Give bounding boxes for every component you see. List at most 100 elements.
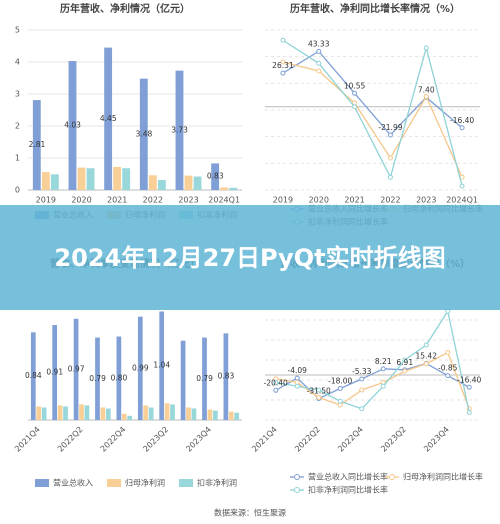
y-tick-label: 0 <box>15 186 20 195</box>
legend-label: 归母净利润同比增长率 <box>403 472 483 482</box>
bar <box>50 174 59 190</box>
bar <box>180 340 186 420</box>
point <box>466 384 472 390</box>
point <box>423 94 429 100</box>
x-tick-label: 2021Q4 <box>250 425 279 454</box>
point <box>380 366 386 372</box>
value-label: 0.91 <box>46 368 63 377</box>
value-label: -18.00 <box>328 377 352 386</box>
bar <box>164 403 170 420</box>
bar <box>63 406 68 420</box>
value-label: 0.79 <box>196 374 213 383</box>
value-label: 1.04 <box>153 361 170 370</box>
bar <box>137 316 143 420</box>
value-label: 8.21 <box>375 357 392 366</box>
point <box>387 132 393 138</box>
point <box>280 70 286 76</box>
point <box>273 380 279 385</box>
bar <box>212 410 218 420</box>
value-label: 0.84 <box>25 371 42 380</box>
x-tick-label: 2023Q2 <box>379 425 408 454</box>
bar <box>30 332 36 420</box>
bar <box>52 325 58 420</box>
bar <box>229 187 238 190</box>
value-label: 2.81 <box>29 140 46 149</box>
point <box>402 357 408 363</box>
point <box>316 68 322 74</box>
bar <box>100 407 106 420</box>
x-tick-label: 2022Q2 <box>293 425 322 454</box>
y-tick-label: 5 <box>15 26 20 35</box>
x-tick-label: 2023 <box>416 196 436 205</box>
value-label: 0.80 <box>111 373 128 382</box>
point <box>380 383 386 389</box>
value-label: 15.42 <box>416 351 438 360</box>
bar <box>36 406 42 420</box>
source: 数据来源：恒生聚源 <box>214 508 286 518</box>
legend-label: 扣非净利润同比增长率 <box>308 485 388 495</box>
bar <box>116 336 122 420</box>
bar <box>211 163 220 190</box>
value-label: 0.99 <box>132 363 149 372</box>
line <box>275 351 470 409</box>
bar <box>121 413 127 420</box>
legend-label: 营业总收入同比增长率 <box>308 472 388 482</box>
point <box>352 104 358 110</box>
bar <box>148 407 154 420</box>
line <box>282 50 463 136</box>
bar <box>159 311 165 420</box>
point <box>445 350 451 355</box>
x-tick-label: 2024Q1 <box>208 196 240 205</box>
point <box>316 387 322 393</box>
value-label: -31.50 <box>307 387 331 396</box>
point <box>273 387 279 393</box>
value-label: 4.45 <box>100 114 117 123</box>
line <box>275 309 470 413</box>
x-tick-label: 2023Q4 <box>422 425 451 454</box>
point <box>280 37 286 43</box>
line <box>282 39 463 187</box>
y-tick-label: 1 <box>15 154 20 163</box>
bar <box>127 415 133 420</box>
x-tick-label: 2021 <box>107 196 127 205</box>
legend-swatch <box>35 479 49 487</box>
value-label: -5.33 <box>352 367 372 376</box>
bar <box>148 175 157 190</box>
bar <box>220 187 229 190</box>
value-label: 0.83 <box>207 172 224 181</box>
x-tick-label: 2022Q2 <box>56 425 85 454</box>
value-label: 6.91 <box>396 358 413 367</box>
chart-title: 历年营收、净利情况（亿元） <box>60 2 190 15</box>
chart-title: 历年营收、净利同比增长率情况（%） <box>290 2 460 15</box>
value-label: -16.40 <box>457 375 481 384</box>
legend-swatch <box>389 474 395 480</box>
value-label: -16.40 <box>450 116 474 125</box>
bar <box>41 407 47 420</box>
value-label: 43.33 <box>308 39 330 48</box>
bar <box>73 318 79 420</box>
value-label: 0.83 <box>218 372 235 381</box>
bar <box>105 408 111 420</box>
point <box>280 59 286 65</box>
x-tick-label: 2022 <box>380 196 400 205</box>
x-tick-label: 2022 <box>143 196 163 205</box>
x-tick-label: 2023 <box>178 196 198 205</box>
bar <box>122 168 131 190</box>
y-tick-label: 3 <box>15 90 20 99</box>
bar <box>191 408 197 420</box>
x-tick-label: 2023Q4 <box>184 425 213 454</box>
bar <box>95 337 100 420</box>
bar <box>68 61 77 190</box>
bar <box>139 78 148 190</box>
bar <box>32 100 41 190</box>
point <box>316 395 322 400</box>
point <box>445 373 451 379</box>
point <box>423 342 429 348</box>
x-tick-label: 2021 <box>344 196 364 205</box>
point <box>316 48 322 54</box>
legend-label: 归母净利润 <box>125 478 165 488</box>
point <box>294 383 300 389</box>
bar <box>86 168 95 190</box>
bar <box>207 409 213 420</box>
legend-swatch <box>294 474 300 480</box>
